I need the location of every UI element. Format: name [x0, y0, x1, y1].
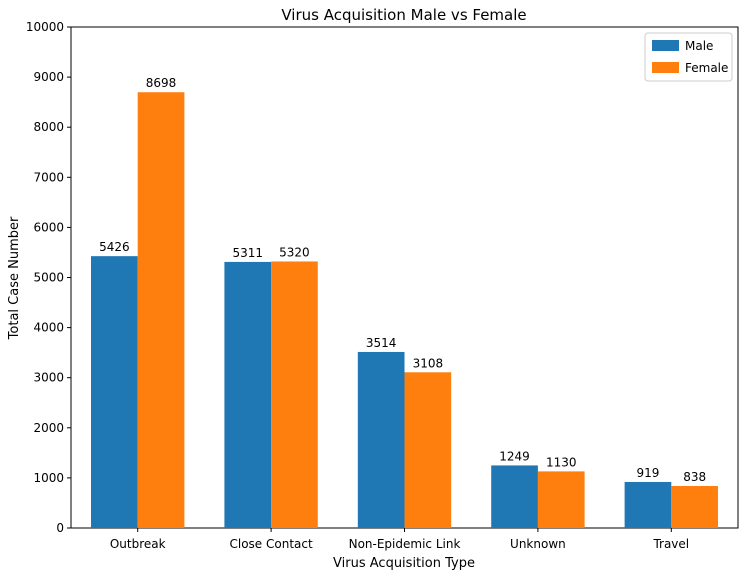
legend-swatch-male	[652, 40, 679, 51]
bar-male	[491, 465, 538, 528]
bar-male	[91, 256, 138, 528]
y-tick-label: 9000	[33, 70, 64, 84]
y-tick-label: 5000	[33, 271, 64, 285]
x-axis-label: Virus Acquisition Type	[333, 556, 475, 571]
bar-value-label: 8698	[146, 76, 177, 90]
x-axis: Outbreak Close Contact Non-Epidemic Link Un…	[110, 528, 689, 551]
bar-male	[224, 261, 272, 528]
bar-value-label: 3108	[413, 356, 444, 370]
bar-value-label: 5320	[279, 245, 310, 259]
bar-value-label: 3514	[366, 336, 397, 350]
y-tick-label: 7000	[33, 170, 64, 184]
x-tick-label: Outbreak	[110, 537, 166, 551]
y-tick-label: 4000	[33, 321, 64, 335]
y-tick-label: 1000	[33, 471, 64, 485]
bar-value-label: 1130	[546, 455, 577, 469]
bar-male	[357, 351, 405, 528]
x-tick-label: Close Contact	[229, 537, 312, 551]
legend-label-female: Female	[685, 61, 728, 75]
bar-value-label: 919	[637, 466, 660, 480]
bar-value-label: 1249	[499, 449, 530, 463]
bar-male	[624, 481, 672, 528]
bar-female	[537, 471, 585, 528]
x-tick-label: Unknown	[510, 537, 566, 551]
y-axis: 0 1000 2000 3000 4000 5000 6000 7000 8000 9000 100…	[26, 20, 71, 535]
y-tick-label: 3000	[33, 371, 64, 385]
y-tick-label: 0	[56, 521, 64, 535]
legend: Male Female	[644, 32, 733, 82]
bar-female	[271, 261, 318, 528]
y-tick-label: 6000	[33, 220, 64, 234]
bar-female	[404, 372, 452, 528]
legend-swatch-female	[652, 62, 679, 73]
y-tick-label: 10000	[26, 20, 64, 34]
legend-label-male: Male	[685, 39, 713, 53]
chart-title: Virus Acquisition Male vs Female	[281, 6, 526, 24]
x-tick-label: Travel	[652, 537, 689, 551]
bars: 5426 8698 5311 5320 3514 3108 1249 1130 919 838	[91, 76, 718, 529]
bar-value-label: 838	[683, 470, 706, 484]
x-tick-label: Non-Epidemic Link	[349, 537, 461, 551]
bar-female	[137, 92, 185, 529]
bar-value-label: 5311	[232, 246, 263, 260]
y-tick-label: 8000	[33, 120, 64, 134]
y-axis-label: Total Case Number	[7, 216, 22, 340]
bar-female	[671, 486, 718, 528]
bar-value-label: 5426	[99, 240, 130, 254]
y-tick-label: 2000	[33, 421, 64, 435]
